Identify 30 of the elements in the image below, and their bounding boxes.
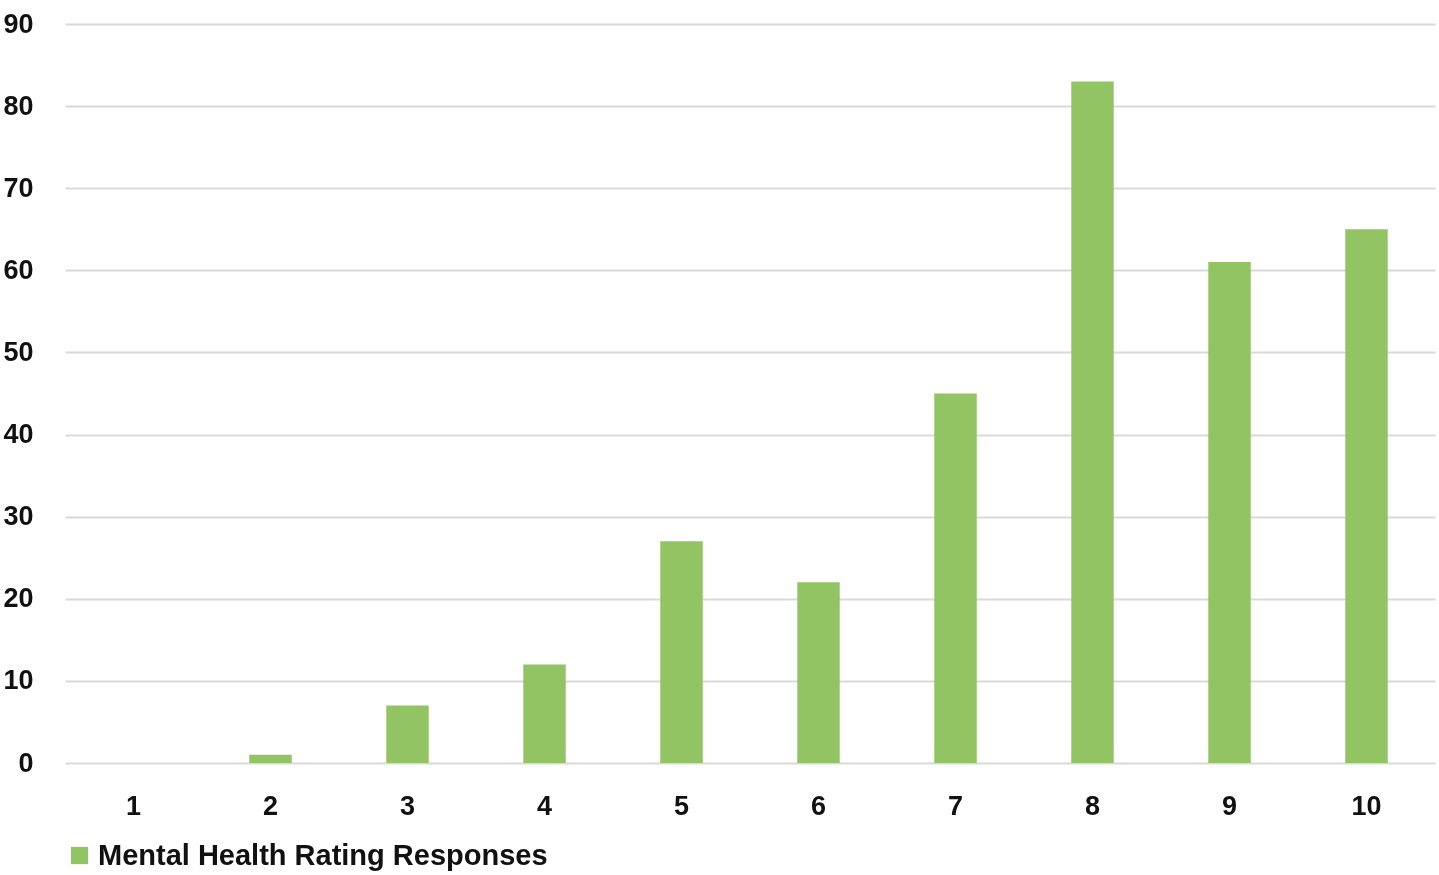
x-tick-label: 3 bbox=[399, 790, 416, 821]
y-tick-label: 70 bbox=[3, 172, 34, 203]
bar bbox=[1208, 262, 1251, 763]
y-tick-label: 80 bbox=[3, 90, 34, 121]
y-tick-label: 0 bbox=[18, 747, 34, 778]
x-tick-label: 4 bbox=[536, 790, 553, 821]
y-tick-label: 30 bbox=[3, 501, 34, 532]
y-tick-label: 50 bbox=[3, 336, 34, 367]
x-tick-label: 9 bbox=[1221, 790, 1238, 821]
bar bbox=[797, 582, 840, 763]
bar bbox=[660, 541, 703, 763]
x-tick-label: 6 bbox=[810, 790, 827, 821]
x-tick-label: 7 bbox=[947, 790, 964, 821]
x-tick-label: 5 bbox=[673, 790, 690, 821]
bar bbox=[249, 754, 292, 763]
y-tick-label: 10 bbox=[3, 665, 34, 696]
x-tick-label: 2 bbox=[262, 790, 279, 821]
x-tick-label: 8 bbox=[1084, 790, 1101, 821]
bar bbox=[386, 705, 429, 763]
y-tick-label: 60 bbox=[3, 254, 34, 285]
y-tick-label: 90 bbox=[3, 8, 34, 39]
bar bbox=[523, 664, 566, 763]
bar bbox=[1345, 229, 1388, 763]
bar bbox=[1071, 81, 1114, 763]
x-tick-label: 1 bbox=[125, 790, 142, 821]
y-tick-label: 40 bbox=[3, 419, 34, 450]
bar bbox=[934, 393, 977, 763]
y-tick-label: 20 bbox=[3, 583, 34, 614]
legend-label: Mental Health Rating Responses bbox=[98, 838, 548, 871]
x-tick-label: 10 bbox=[1351, 790, 1382, 821]
